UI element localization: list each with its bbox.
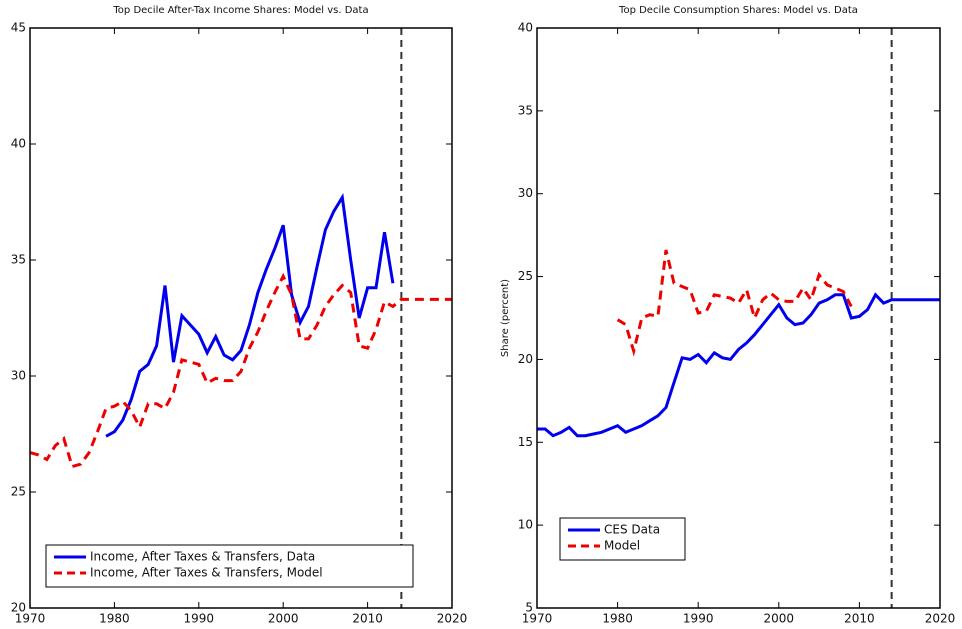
y-tick-label: 30 [518,186,533,200]
y-tick-label: 25 [518,269,533,283]
y-tick-label: 35 [518,103,533,117]
legend-label: Model [604,539,640,553]
data-line [29,272,452,469]
y-tick-label: 20 [11,601,26,615]
y-tick-label: 40 [11,137,26,151]
y-tick-label: 40 [518,21,533,35]
x-tick-label: 2000 [764,612,795,626]
x-tick-label: 2010 [844,612,875,626]
x-tick-label: 1970 [15,612,46,626]
y-tick-label: 15 [518,435,533,449]
plot-frame [29,27,453,609]
y-tick-label: 5 [525,601,533,615]
x-tick-label: 1970 [522,612,553,626]
data-line [616,249,853,357]
y-tick-label: 30 [11,369,26,383]
plot-frame [536,27,941,609]
legend [559,517,686,561]
legend-label: Income, After Taxes & Transfers, Model [90,566,323,580]
x-tick-label: 1980 [99,612,130,626]
x-tick-label: 1990 [184,612,215,626]
legend [45,544,414,588]
x-tick-label: 2010 [352,612,383,626]
chart-title: Top Decile After-Tax Income Shares: Mode… [112,5,368,16]
y-tick-label: 10 [518,518,533,532]
y-tick-label: 45 [11,21,26,35]
y-tick-label: 25 [11,485,26,499]
y-axis-label: Share (percent) [500,279,511,357]
x-tick-label: 1980 [602,612,633,626]
legend-label: CES Data [604,523,660,537]
x-tick-label: 2020 [925,612,956,626]
x-tick-label: 2000 [268,612,299,626]
y-tick-label: 20 [518,352,533,366]
chart-title: Top Decile Consumption Shares: Model vs.… [618,5,858,16]
data-line [105,193,395,438]
data-line [537,292,940,438]
y-tick-label: 35 [11,253,26,267]
x-tick-label: 1990 [683,612,714,626]
legend-label: Income, After Taxes & Transfers, Data [90,550,315,564]
x-tick-label: 2020 [437,612,468,626]
